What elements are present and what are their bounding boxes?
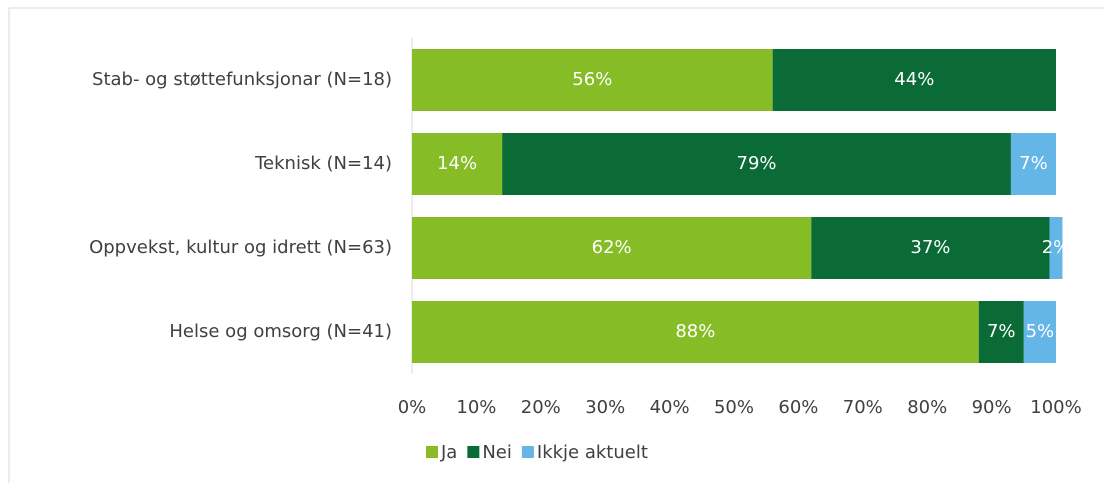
- data-label: 14%: [437, 153, 477, 174]
- x-tick-label: 90%: [972, 397, 1012, 418]
- bar-segment: [772, 49, 1056, 111]
- data-label: 56%: [572, 69, 612, 90]
- category-label: Helse og omsorg (N=41): [169, 321, 392, 342]
- legend-swatch: [426, 446, 438, 458]
- data-label: 7%: [987, 321, 1016, 342]
- bar-segment: [412, 49, 773, 111]
- bar-segment: [1010, 133, 1056, 195]
- data-label: 7%: [1019, 153, 1048, 174]
- x-tick-label: 30%: [585, 397, 625, 418]
- bar-segment: [1023, 301, 1056, 363]
- legend-swatch: [521, 446, 534, 458]
- category-label: Stab- og støttefunksjonar (N=18): [92, 69, 392, 90]
- legend-label: Ja: [440, 442, 457, 463]
- data-label: 2%: [1042, 237, 1071, 258]
- data-label: 88%: [675, 321, 715, 342]
- data-label: 62%: [592, 237, 632, 258]
- bar-segment: [412, 301, 979, 363]
- bar-segment: [412, 217, 812, 279]
- legend-swatch: [467, 446, 480, 458]
- x-tick-label: 10%: [456, 397, 496, 418]
- category-label: Teknisk (N=14): [254, 153, 392, 174]
- x-tick-label: 0%: [398, 397, 427, 418]
- bar-segment: [978, 301, 1024, 363]
- x-tick-label: 80%: [907, 397, 947, 418]
- x-tick-label: 100%: [1030, 397, 1081, 418]
- data-label: 44%: [894, 69, 934, 90]
- bar-segment: [502, 133, 1011, 195]
- bar-segment: [1049, 217, 1063, 279]
- bar-segment: [412, 133, 503, 195]
- data-label: 37%: [910, 237, 950, 258]
- data-label: 79%: [737, 153, 777, 174]
- x-tick-label: 60%: [778, 397, 818, 418]
- x-tick-label: 20%: [521, 397, 561, 418]
- bar-segment: [811, 217, 1050, 279]
- x-tick-label: 40%: [650, 397, 690, 418]
- legend-label: Ikkje aktuelt: [537, 442, 648, 463]
- category-label: Oppvekst, kultur og idrett (N=63): [89, 237, 392, 258]
- x-tick-label: 70%: [843, 397, 883, 418]
- x-tick-label: 50%: [714, 397, 754, 418]
- legend-label: Nei: [482, 442, 512, 463]
- data-label: 5%: [1026, 321, 1055, 342]
